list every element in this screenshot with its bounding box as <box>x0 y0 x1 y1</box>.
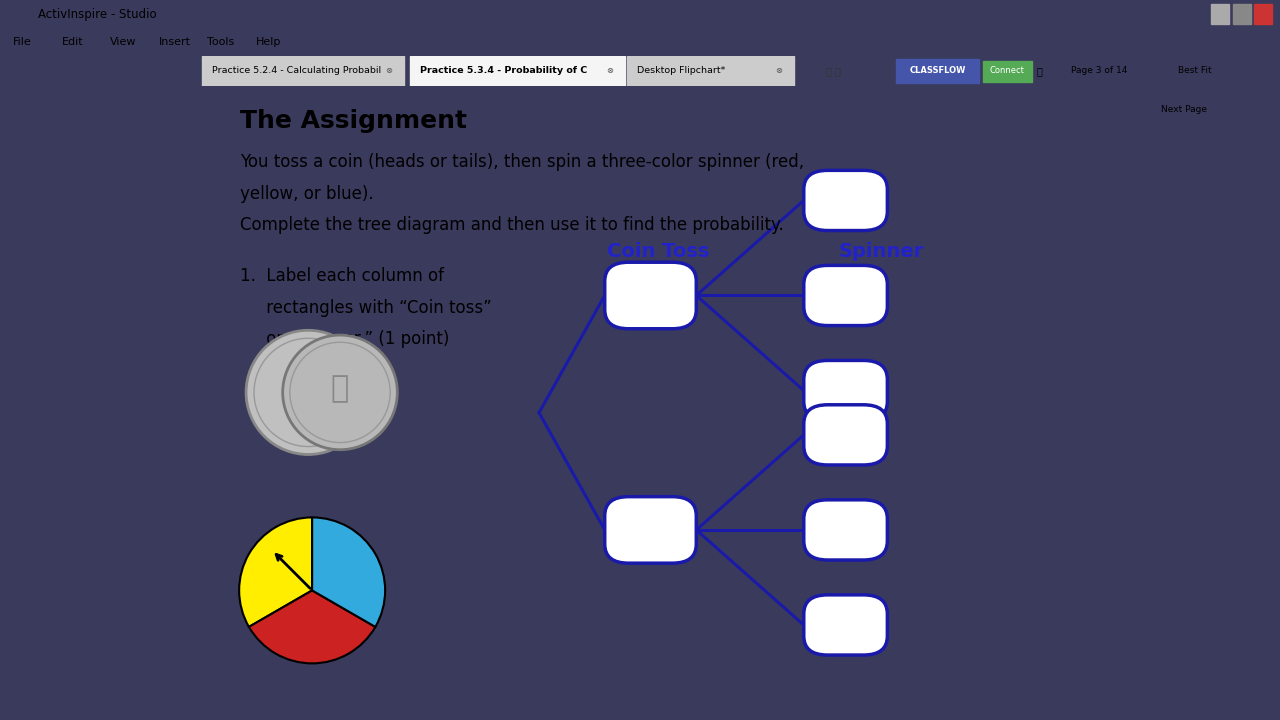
Text: 🔲: 🔲 <box>1037 66 1043 76</box>
Text: Page 3 of 14: Page 3 of 14 <box>1071 66 1128 75</box>
Text: View: View <box>110 37 137 48</box>
Bar <box>896 59 979 84</box>
Text: Tools: Tools <box>207 37 234 48</box>
Text: You toss a coin (heads or tails), then spin a three-color spinner (red,: You toss a coin (heads or tails), then s… <box>241 153 805 171</box>
Bar <box>627 56 794 86</box>
Text: Edit: Edit <box>61 37 83 48</box>
FancyBboxPatch shape <box>604 497 696 563</box>
Wedge shape <box>248 590 375 663</box>
Bar <box>1254 4 1272 24</box>
Text: Desktop Flipchart*: Desktop Flipchart* <box>637 66 726 75</box>
Text: The Assignment: The Assignment <box>241 109 467 132</box>
Text: 👤: 👤 <box>332 374 349 403</box>
Text: Insert: Insert <box>159 37 191 48</box>
FancyBboxPatch shape <box>804 266 887 325</box>
Wedge shape <box>312 518 385 627</box>
Text: Best Fit: Best Fit <box>1178 66 1211 75</box>
Text: Connect: Connect <box>989 66 1025 75</box>
FancyBboxPatch shape <box>804 595 887 655</box>
Text: CLASSFLOW: CLASSFLOW <box>909 66 966 75</box>
Text: Practice 5.2.4 - Calculating Probabil: Practice 5.2.4 - Calculating Probabil <box>212 66 381 75</box>
Bar <box>983 60 1032 82</box>
FancyBboxPatch shape <box>804 361 887 420</box>
Text: rectangles with “Coin toss”: rectangles with “Coin toss” <box>241 299 493 317</box>
Text: Complete the tree diagram and then use it to find the probability.: Complete the tree diagram and then use i… <box>241 216 785 234</box>
Circle shape <box>283 335 397 450</box>
Wedge shape <box>239 518 312 627</box>
Bar <box>410 56 625 86</box>
Bar <box>1211 4 1229 24</box>
Text: File: File <box>13 37 32 48</box>
FancyBboxPatch shape <box>804 500 887 560</box>
Text: Spinner: Spinner <box>838 242 924 261</box>
Text: Practice 5.3.4 - Probability of C: Practice 5.3.4 - Probability of C <box>420 66 588 75</box>
Bar <box>1233 4 1251 24</box>
Text: ActivInspire - Studio: ActivInspire - Studio <box>38 8 157 21</box>
Text: ⊗: ⊗ <box>605 66 613 75</box>
Text: 1.  Label each column of: 1. Label each column of <box>241 267 444 285</box>
FancyBboxPatch shape <box>804 405 887 465</box>
FancyBboxPatch shape <box>804 171 887 230</box>
Text: or “Spinner.” (1 point): or “Spinner.” (1 point) <box>241 330 449 348</box>
Bar <box>202 56 404 86</box>
Text: Help: Help <box>256 37 282 48</box>
Text: ⊗: ⊗ <box>774 66 782 75</box>
Text: ⊗: ⊗ <box>385 66 393 75</box>
FancyBboxPatch shape <box>604 262 696 329</box>
Text: yellow, or blue).: yellow, or blue). <box>241 184 374 202</box>
Text: Coin Toss: Coin Toss <box>607 242 709 261</box>
Text: ⬜ 🌐: ⬜ 🌐 <box>826 66 841 76</box>
Text: Next Page: Next Page <box>1161 105 1207 114</box>
Circle shape <box>246 330 370 454</box>
